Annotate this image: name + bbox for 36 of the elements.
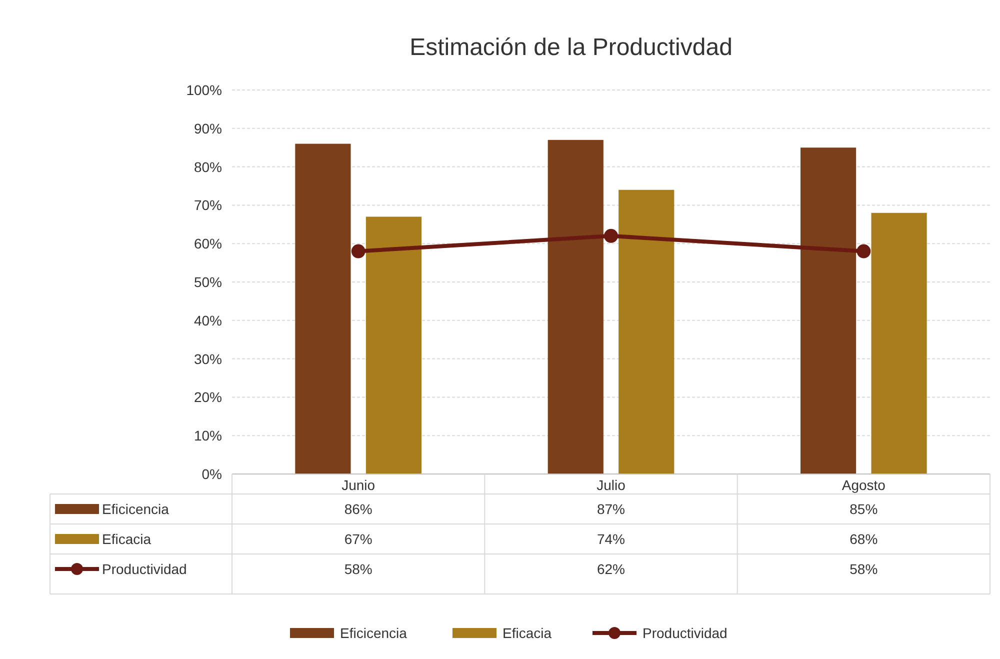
bar (871, 212, 927, 474)
y-tick-label: 50% (194, 274, 222, 290)
bar (295, 144, 351, 474)
data-label: 58% (850, 561, 878, 577)
data-label: 62% (596, 561, 626, 577)
data-label: 67% (344, 531, 372, 547)
data-label: 87% (596, 501, 626, 517)
y-tick-label: 70% (194, 197, 222, 214)
data-label: 58% (344, 561, 372, 577)
chart-title: Estimación de la Productivdad (410, 34, 732, 61)
x-tick-label: Agosto (842, 477, 886, 493)
text: Eficicencia (340, 625, 407, 641)
data-label: 86% (344, 501, 372, 517)
y-tick-label: 90% (194, 120, 222, 136)
text: Productividad (642, 625, 728, 641)
bar (800, 148, 856, 474)
legend-label: Eficicencia (102, 501, 170, 517)
y-tick-label: 10% (194, 428, 222, 444)
data-label: 74% (596, 531, 626, 547)
y-tick-label: 60% (194, 236, 222, 252)
y-tick-label: 20% (194, 389, 222, 406)
y-tick-label: 80% (194, 158, 222, 175)
text: Eficacia (102, 531, 152, 547)
legend-label: Eficacia (502, 625, 552, 641)
bar (548, 140, 604, 474)
x-tick-label: Junio (342, 477, 376, 493)
data-label: 85% (850, 501, 878, 517)
x-tick-label: Julio (596, 477, 626, 493)
y-tick-label: 0% (202, 466, 222, 482)
y-tick-label: 30% (194, 350, 222, 367)
bar (366, 216, 422, 474)
data-label: 68% (850, 531, 878, 547)
legend-label: Productividad (102, 561, 187, 577)
y-tick-label: 100% (186, 82, 222, 98)
y-tick-label: 40% (194, 312, 222, 328)
bar (618, 190, 674, 474)
